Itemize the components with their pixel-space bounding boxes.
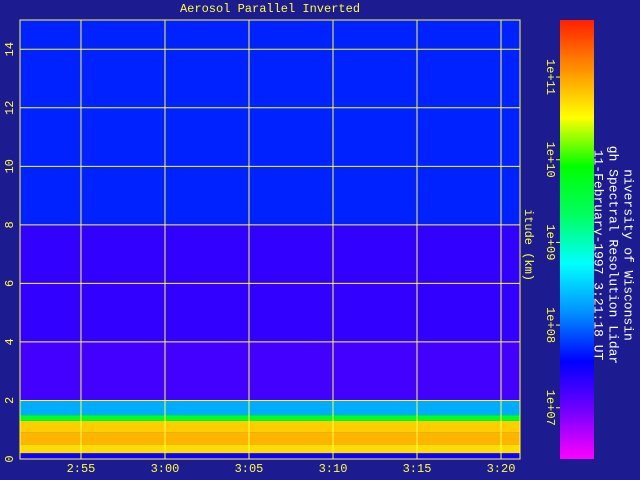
info-line: niversity of Wisconsin [621,169,636,341]
heatmap-cell [20,453,520,459]
x-tick-label: 3:10 [319,462,348,476]
heatmap-cell [20,444,520,454]
y-tick-label: 8 [3,221,17,228]
x-tick-label: 3:20 [487,462,516,476]
info-line: gh Spectral Resolution Lidar [606,146,621,364]
colorbar-tick-label: 1e+09 [543,224,557,260]
chart-title: Aerosol Parallel Inverted [180,2,360,16]
y-tick-label: 4 [3,338,17,345]
heatmap-cell [20,432,520,445]
colorbar-tick-label: 1e+10 [543,142,557,178]
x-tick-label: 2:55 [67,462,96,476]
colorbar-tick-label: 1e+08 [543,307,557,343]
heatmap-cell [20,415,520,421]
y-tick-label: 10 [3,159,17,173]
x-tick-label: 3:05 [235,462,264,476]
heatmap-cell [20,420,520,433]
colorbar [560,20,594,459]
y-tick-label: 2 [3,397,17,404]
y-tick-label: 14 [3,42,17,56]
x-tick-label: 3:00 [151,462,180,476]
colorbar-tick-label: 1e+11 [543,59,557,95]
info-line: 11-February-1997 3:21:18 UT [591,150,606,361]
y-tick-label: 0 [3,455,17,462]
y-tick-label: 12 [3,101,17,115]
plot-frame [19,19,521,460]
x-tick-label: 3:15 [403,462,432,476]
heatmap-cell [20,20,520,225]
heatmap-cell [20,400,520,416]
y-tick-label: 6 [3,280,17,287]
y-axis-label: itude (km) [521,209,535,281]
heatmap-cell [20,341,520,401]
colorbar-tick-label: 1e+07 [543,390,557,426]
